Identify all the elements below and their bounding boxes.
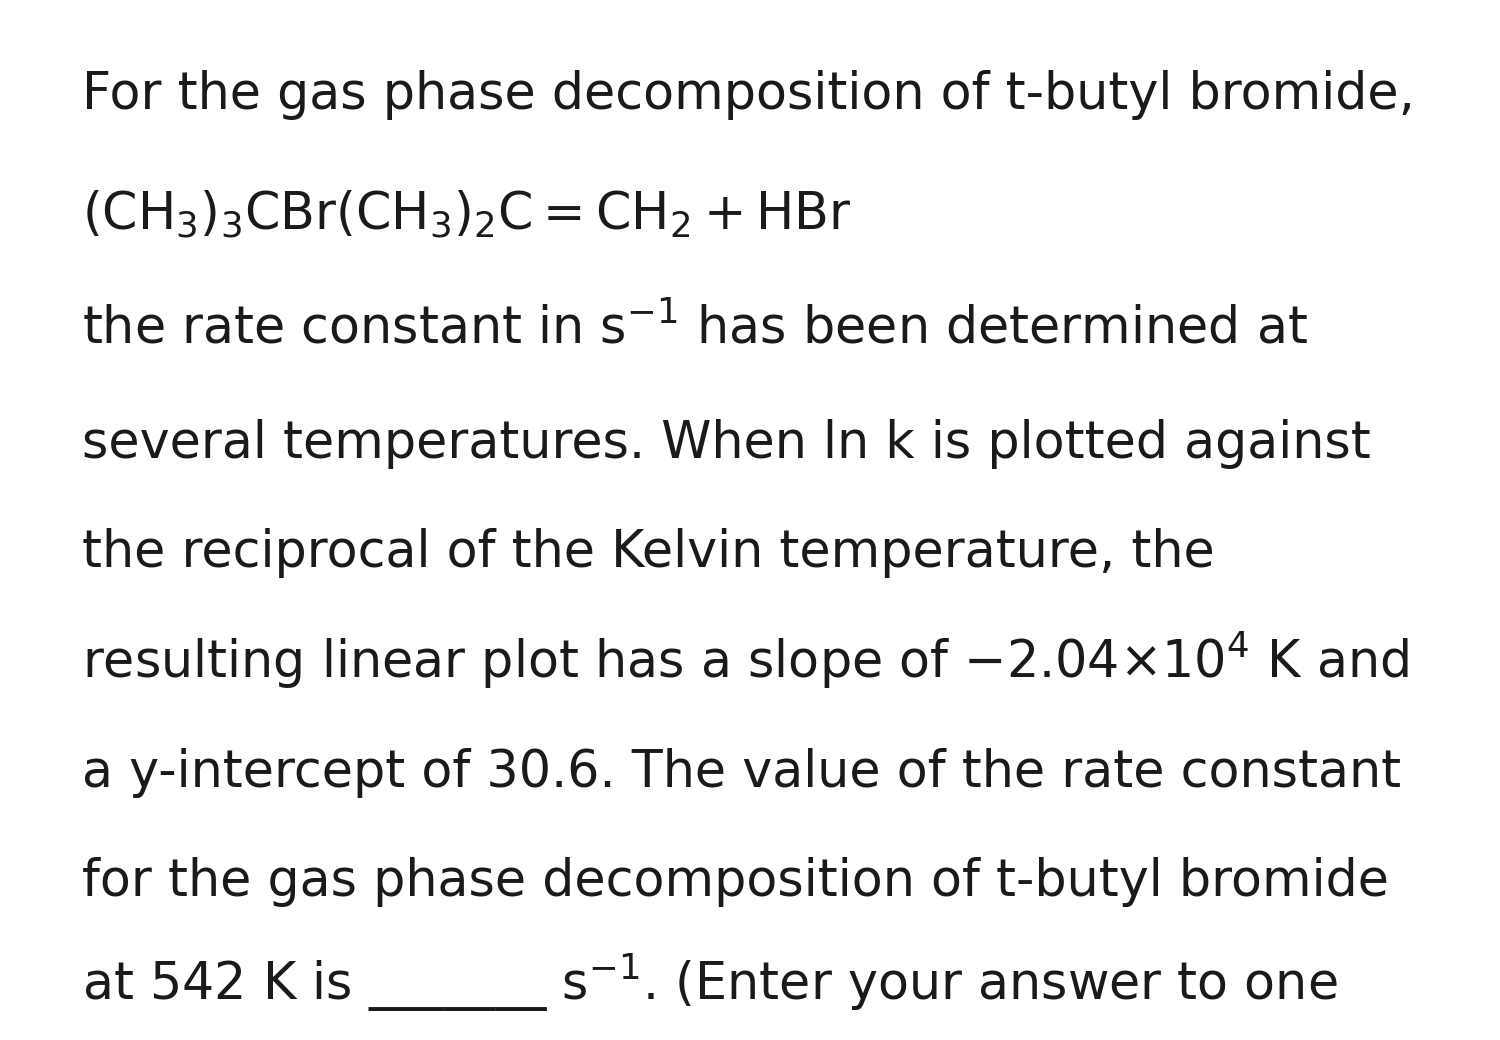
Text: a y-intercept of 30.6. The value of the rate constant: a y-intercept of 30.6. The value of the … bbox=[82, 749, 1401, 799]
Text: $(\mathsf{CH_3})_3\mathsf{CBr(CH_3)_2C{=}CH_2 + HBr}$: $(\mathsf{CH_3})_3\mathsf{CBr(CH_3)_2C{=… bbox=[82, 188, 852, 240]
Text: the reciprocal of the Kelvin temperature, the: the reciprocal of the Kelvin temperature… bbox=[82, 527, 1215, 578]
Text: the rate constant in $\mathsf{s^{-1}}$ has been determined at: the rate constant in $\mathsf{s^{-1}}$ h… bbox=[82, 304, 1308, 355]
Text: resulting linear plot has a slope of $\mathsf{-2.04{\times}10^{4}}$ K and: resulting linear plot has a slope of $\m… bbox=[82, 630, 1410, 692]
Text: several temperatures. When ln k is plotted against: several temperatures. When ln k is plott… bbox=[82, 418, 1371, 469]
Text: at 542 K is _______ $\mathsf{s^{-1}}$. (Enter your answer to one: at 542 K is _______ $\mathsf{s^{-1}}$. (… bbox=[82, 953, 1338, 1014]
Text: for the gas phase decomposition of t-butyl bromide: for the gas phase decomposition of t-but… bbox=[82, 857, 1389, 908]
Text: For the gas phase decomposition of t-butyl bromide,: For the gas phase decomposition of t-but… bbox=[82, 70, 1416, 121]
